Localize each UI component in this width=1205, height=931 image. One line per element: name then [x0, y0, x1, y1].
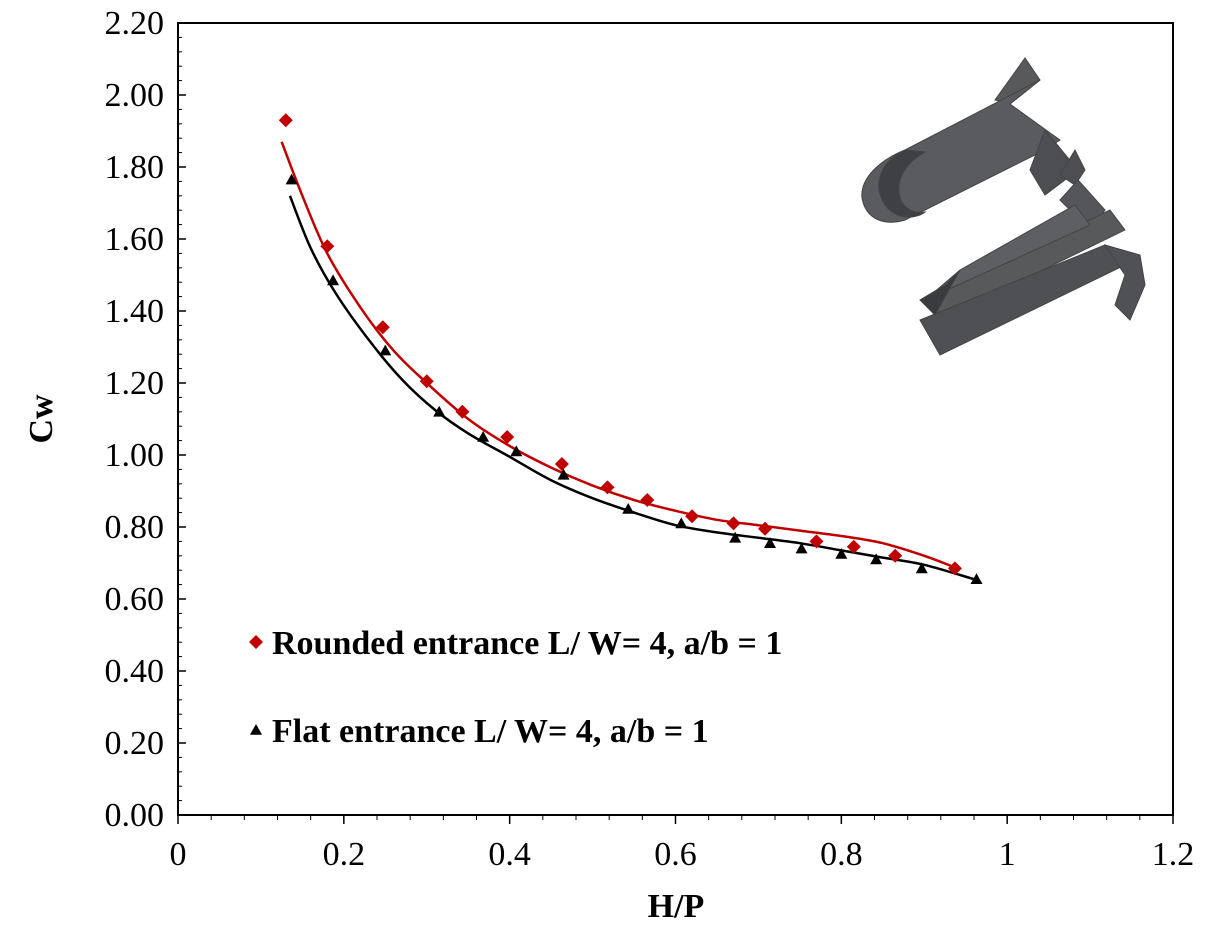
y-tick-label: 1.00: [105, 437, 165, 474]
x-tick-label: 0.4: [488, 836, 531, 873]
y-tick-label: 1.40: [105, 293, 165, 330]
data-point-triangle: [622, 503, 635, 514]
y-tick-label: 0.00: [105, 797, 165, 834]
data-point-triangle: [915, 562, 928, 574]
y-axis: 0.00 0.20 0.40 0.60 0.80 1.00 1.20 1.40 1.60 1.80…: [105, 5, 186, 834]
y-tick-label: 0.40: [105, 653, 165, 690]
x-axis-title: H/P: [648, 888, 705, 925]
legend: Rounded entrance L/ W= 4, a/b = 1 Flat en…: [249, 625, 782, 750]
data-points: [278, 113, 983, 584]
data-point-triangle: [285, 173, 298, 185]
y-axis-title: Cw: [23, 394, 60, 444]
legend-marker-diamond: [249, 635, 263, 649]
x-tick-label: 0.8: [820, 836, 863, 873]
data-point-diamond: [888, 548, 903, 563]
x-axis: 0 0.2 0.4 0.6 0.8 1 1.2: [170, 815, 1195, 873]
data-point-diamond: [600, 480, 615, 495]
x-tick-label: 0: [170, 836, 187, 873]
data-point-diamond: [846, 539, 861, 554]
data-point-triangle: [557, 468, 570, 480]
y-tick-label: 2.20: [105, 5, 165, 42]
data-point-diamond: [320, 239, 335, 254]
data-point-diamond: [947, 561, 962, 576]
data-point-triangle: [870, 553, 883, 565]
data-point-triangle: [510, 445, 523, 457]
data-point-triangle: [379, 344, 392, 356]
data-point-triangle: [970, 573, 983, 584]
trendline-series-2: [288, 195, 975, 581]
data-point-diamond: [685, 509, 700, 524]
data-point-diamond: [419, 374, 434, 389]
data-point-diamond: [640, 493, 655, 507]
data-point-diamond: [809, 534, 824, 549]
data-point-triangle: [835, 548, 848, 559]
data-point-triangle: [764, 537, 777, 548]
data-point-diamond: [500, 430, 515, 444]
x-tick-label: 0.6: [654, 836, 697, 873]
data-point-diamond: [758, 521, 773, 536]
y-tick-label: 1.60: [105, 221, 165, 258]
data-point-triangle: [433, 405, 446, 417]
y-tick-label: 0.20: [105, 725, 165, 762]
legend-marker-triangle: [250, 724, 262, 735]
data-point-diamond: [726, 516, 741, 531]
data-point-diamond: [554, 457, 569, 471]
trendline-series-1: [280, 141, 958, 570]
data-point-triangle: [729, 531, 742, 543]
y-tick-label: 2.00: [105, 77, 165, 114]
y-tick-label: 1.20: [105, 365, 165, 402]
legend-label: Rounded entrance L/ W= 4, a/b = 1: [272, 625, 782, 662]
x-tick-label: 1.2: [1152, 836, 1195, 873]
x-tick-label: 0.2: [323, 836, 366, 873]
y-tick-label: 0.80: [105, 509, 165, 546]
data-point-triangle: [477, 431, 490, 442]
y-tick-label: 1.80: [105, 149, 165, 186]
data-point-triangle: [327, 274, 340, 286]
legend-label: Flat entrance L/ W= 4, a/b = 1: [272, 713, 709, 750]
data-point-triangle: [795, 542, 808, 554]
y-tick-label: 0.60: [105, 581, 165, 618]
data-point-triangle: [675, 517, 688, 529]
x-tick-label: 1: [999, 836, 1016, 873]
data-point-diamond: [278, 113, 293, 128]
data-point-diamond: [375, 320, 390, 335]
data-point-diamond: [455, 404, 470, 419]
folded-channel-logo-icon: [861, 57, 1146, 356]
